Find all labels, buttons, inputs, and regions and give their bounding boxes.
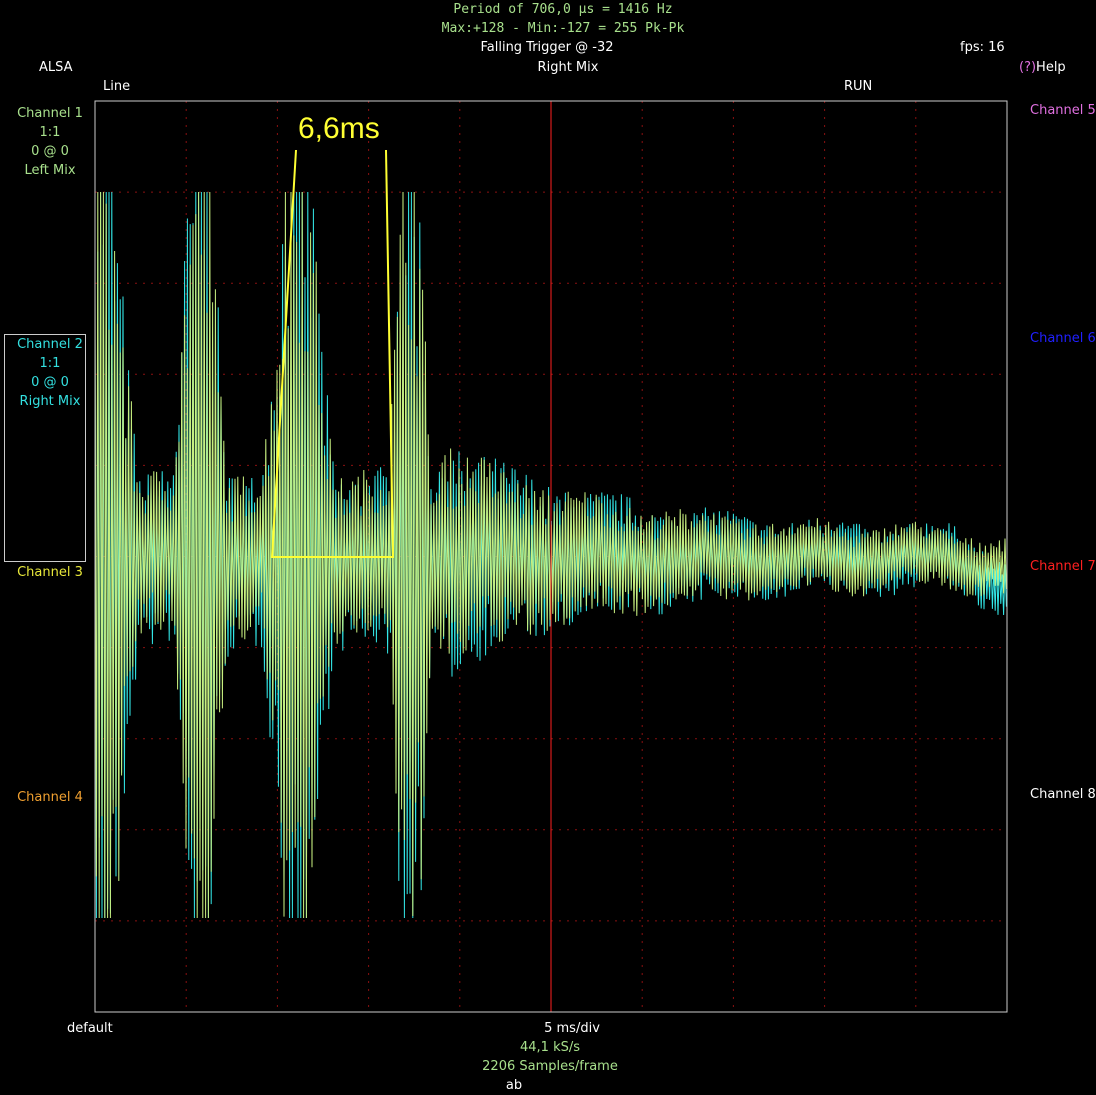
channel-5-label[interactable]: Channel 5 [1030,103,1096,118]
channel-3-name: Channel 3 [17,565,83,580]
channel-2-offset: 0 @ 0 [31,375,69,390]
audio-source[interactable]: ALSA [39,60,73,75]
channel-7-label[interactable]: Channel 7 [1030,559,1096,574]
channel-1-panel[interactable]: Channel 1 1:1 0 @ 0 Left Mix [10,104,90,180]
channel-1-offset: 0 @ 0 [31,144,69,159]
channel-8-label[interactable]: Channel 8 [1030,787,1096,802]
line-mode[interactable]: Line [103,79,131,94]
sample-rate: 44,1 kS/s [519,1040,581,1055]
channel-1-source: Left Mix [24,163,76,178]
channel-1-scale: 1:1 [39,125,61,140]
channel-4-panel[interactable]: Channel 4 [10,788,90,807]
trigger-mode[interactable]: Falling Trigger @ -32 [480,40,614,55]
scope-frame [94,100,1008,1013]
peak-readout: Max:+128 - Min:-127 = 255 Pk-Pk [441,21,685,36]
channel-2-panel[interactable]: Channel 2 1:1 0 @ 0 Right Mix [10,335,90,411]
channel-6-label[interactable]: Channel 6 [1030,331,1096,346]
run-button[interactable]: RUN [844,79,873,94]
input-mix[interactable]: Right Mix [537,60,599,75]
channel-mode[interactable]: ab [505,1078,523,1093]
channel-1-name: Channel 1 [17,106,83,121]
fps-readout: fps: 16 [960,40,1005,55]
timebase[interactable]: 5 ms/div [544,1021,600,1036]
help-label: Help [1036,60,1066,75]
period-readout: Period of 706,0 µs = 1416 Hz [453,2,673,17]
annotation-bracket [270,149,395,558]
channel-4-name: Channel 4 [17,790,83,805]
channel-3-panel[interactable]: Channel 3 [10,563,90,582]
channel-2-scale: 1:1 [39,356,61,371]
channel-2-name: Channel 2 [17,337,83,352]
channel-2-source: Right Mix [19,394,81,409]
preset-label[interactable]: default [67,1021,113,1036]
channel-2-selection-box [4,334,86,562]
annotation-label: 6,6ms [298,112,380,145]
samples-per-frame: 2206 Samples/frame [482,1059,618,1074]
help-button[interactable]: (?)Help [1019,60,1066,75]
help-prefix: (?) [1019,60,1037,75]
period-annotation [270,149,395,558]
